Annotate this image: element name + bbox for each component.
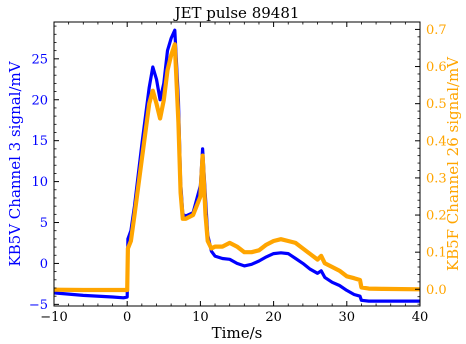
left-y-tick-label: −5 — [29, 298, 48, 313]
x-tick-label: 40 — [412, 310, 429, 325]
left-y-tick-label: 0 — [40, 257, 48, 272]
right-y-tick-label: 0.6 — [426, 60, 447, 75]
x-tick-label: 0 — [123, 310, 131, 325]
right-y-tick-label: 0.0 — [426, 283, 447, 298]
tick-layer: −10 0 10 20 30 40 −5 0 5 10 15 20 25 0.0 0.1 0.2 0.3 0.4 0… — [29, 21, 447, 325]
right-y-tick-label: 0.1 — [426, 246, 447, 261]
plot-frame — [53, 21, 421, 307]
left-y-tick-label: 5 — [40, 216, 48, 231]
x-tick-label: 10 — [192, 310, 209, 325]
series-line-kb5v — [54, 28, 420, 303]
right-y-tick-label: 0.7 — [426, 23, 447, 38]
right-y-tick-label: 0.4 — [426, 134, 447, 149]
x-axis-label: Time/s — [212, 324, 263, 342]
left-y-tick-label: 25 — [31, 52, 48, 67]
chart-title: JET pulse 89481 — [173, 4, 300, 22]
plot-series-layer — [54, 28, 420, 303]
x-tick-label: 20 — [265, 310, 282, 325]
right-y-tick-label: 0.2 — [426, 209, 447, 224]
right-y-axis-label: KB5F Channel 26 signal/mV — [444, 56, 462, 271]
left-y-tick-label: 20 — [31, 93, 48, 108]
series-line-kb5f — [54, 42, 420, 293]
left-y-axis-label: KB5V Channel 3 signal/mV — [6, 60, 24, 266]
x-tick-label: 30 — [339, 310, 356, 325]
right-y-tick-label: 0.3 — [426, 171, 447, 186]
left-y-tick-label: 15 — [31, 134, 48, 149]
left-y-tick-label: 10 — [31, 175, 48, 190]
x-tick-label: −10 — [40, 310, 67, 325]
right-y-tick-label: 0.5 — [426, 97, 447, 112]
